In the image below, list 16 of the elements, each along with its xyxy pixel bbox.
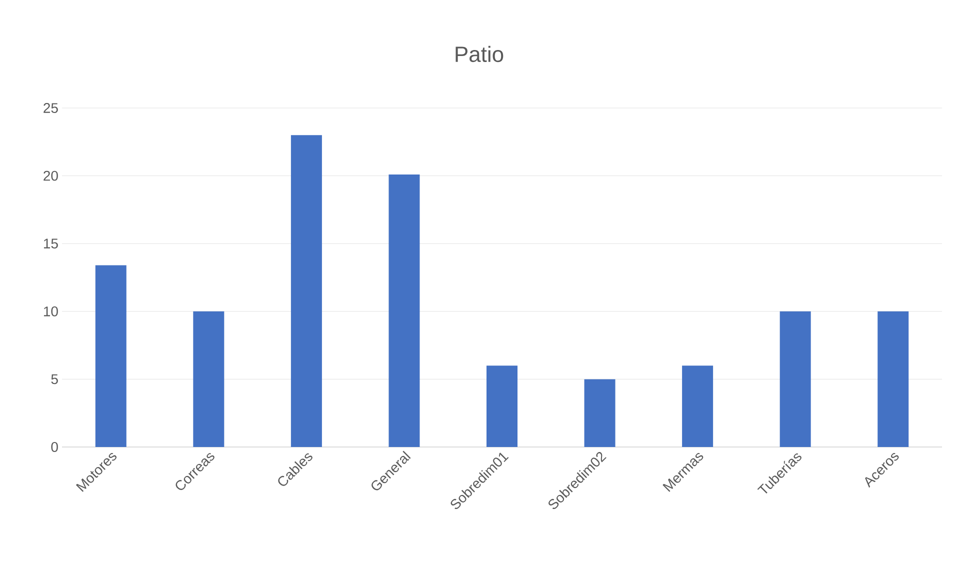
chart-title: Patio [456, 46, 504, 62]
bar [95, 265, 126, 447]
y-tick-label: 20 [44, 170, 58, 181]
bar [878, 311, 909, 447]
y-tick-label: 0 [51, 442, 58, 452]
bar [388, 174, 420, 447]
y-tick-label: 10 [44, 306, 58, 316]
y-tick-label: 25 [44, 103, 58, 113]
bar [682, 366, 714, 447]
bar [486, 366, 518, 447]
y-tick-label: 5 [51, 374, 58, 384]
bar [584, 379, 616, 447]
bar [780, 311, 811, 447]
y-tick-label: 15 [44, 238, 58, 248]
bar [193, 311, 224, 447]
bar [290, 135, 322, 447]
